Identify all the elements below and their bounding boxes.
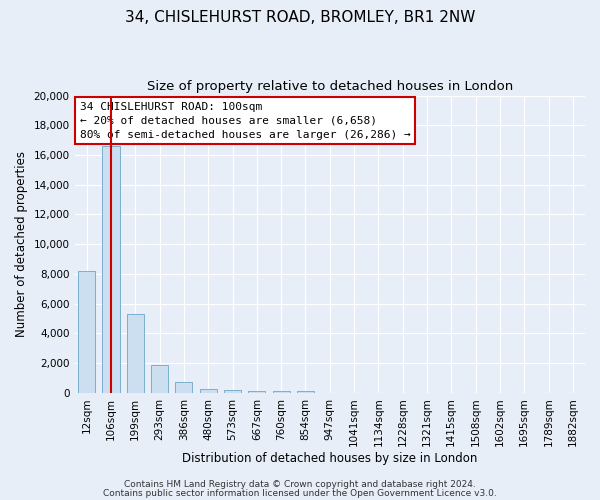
Bar [272,391,290,393]
Text: Contains public sector information licensed under the Open Government Licence v3: Contains public sector information licen… [103,488,497,498]
Text: 34 CHISLEHURST ROAD: 100sqm
← 20% of detached houses are smaller (6,658)
80% of : 34 CHISLEHURST ROAD: 100sqm ← 20% of det… [80,102,410,140]
Bar [151,366,168,393]
Bar [175,382,193,393]
Title: Size of property relative to detached houses in London: Size of property relative to detached ho… [146,80,513,93]
Bar [127,314,144,393]
Text: 34, CHISLEHURST ROAD, BROMLEY, BR1 2NW: 34, CHISLEHURST ROAD, BROMLEY, BR1 2NW [125,10,475,25]
X-axis label: Distribution of detached houses by size in London: Distribution of detached houses by size … [182,452,478,465]
Bar [78,271,95,393]
Bar [200,389,217,393]
Text: Contains HM Land Registry data © Crown copyright and database right 2024.: Contains HM Land Registry data © Crown c… [124,480,476,489]
Bar [224,390,241,393]
Bar [248,390,265,393]
Bar [103,146,119,393]
Y-axis label: Number of detached properties: Number of detached properties [15,151,28,337]
Bar [297,392,314,393]
